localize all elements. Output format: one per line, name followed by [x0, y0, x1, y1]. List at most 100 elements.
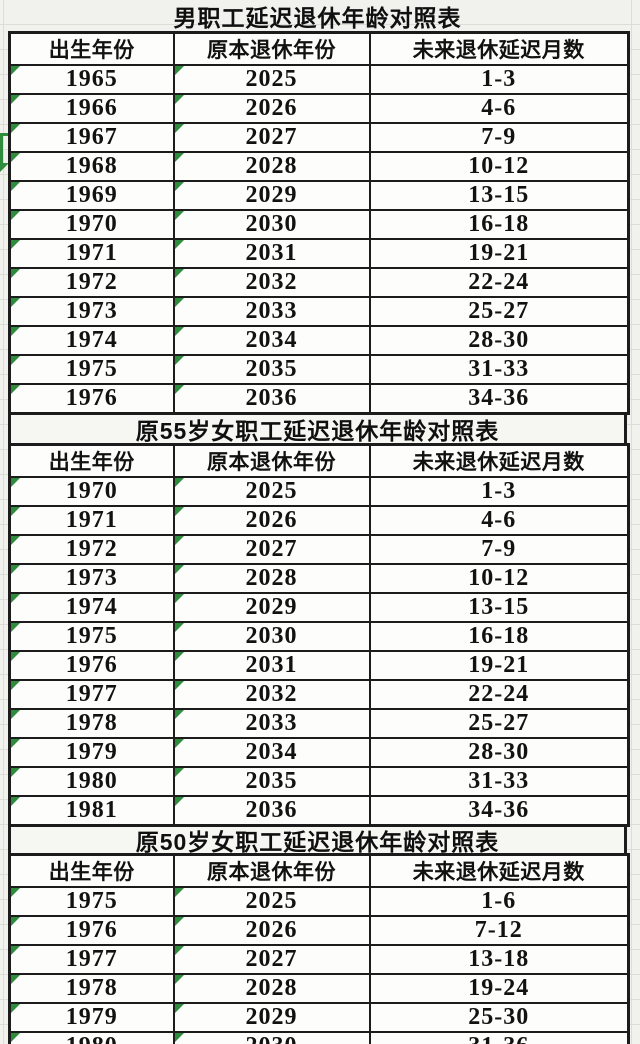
- cell-birth-year[interactable]: 1976: [8, 650, 175, 681]
- cell-birth-year[interactable]: 1980: [8, 1031, 175, 1044]
- cell-birth-year[interactable]: 1976: [8, 383, 175, 415]
- cell-birth-year[interactable]: 1975: [8, 354, 175, 385]
- cell-birth-year[interactable]: 1969: [8, 180, 175, 211]
- cell-delay-months[interactable]: 7-9: [368, 534, 630, 565]
- cell-birth-year[interactable]: 1973: [8, 563, 175, 594]
- cell-birth-year[interactable]: 1973: [8, 296, 175, 327]
- cell-birth-year[interactable]: 1979: [8, 737, 175, 768]
- column-header[interactable]: 原本退休年份: [172, 31, 371, 66]
- cell-delay-months[interactable]: 10-12: [368, 151, 630, 182]
- cell-delay-months[interactable]: 25-27: [368, 296, 630, 327]
- cell-original-retire-year[interactable]: 2030: [172, 621, 371, 652]
- cell-original-retire-year[interactable]: 2025: [172, 886, 371, 917]
- column-header[interactable]: 原本退休年份: [172, 853, 371, 888]
- cell-original-retire-year[interactable]: 2031: [172, 650, 371, 681]
- cell-delay-months[interactable]: 31-33: [368, 354, 630, 385]
- cell-original-retire-year[interactable]: 2036: [172, 383, 371, 415]
- column-header[interactable]: 未来退休延迟月数: [368, 31, 630, 66]
- cell-original-retire-year[interactable]: 2026: [172, 915, 371, 946]
- column-header[interactable]: 出生年份: [8, 31, 175, 66]
- cell-delay-months[interactable]: 13-18: [368, 944, 630, 975]
- column-header[interactable]: 出生年份: [8, 853, 175, 888]
- cell-delay-months[interactable]: 19-24: [368, 973, 630, 1004]
- cell-delay-months[interactable]: 28-30: [368, 737, 630, 768]
- cell-birth-year[interactable]: 1977: [8, 944, 175, 975]
- cell-birth-year[interactable]: 1978: [8, 973, 175, 1004]
- cell-delay-months[interactable]: 34-36: [368, 795, 630, 827]
- cell-birth-year[interactable]: 1971: [8, 505, 175, 536]
- cell-birth-year[interactable]: 1967: [8, 122, 175, 153]
- green-triangle-top-left-icon: [175, 889, 184, 897]
- cell-original-retire-year[interactable]: 2035: [172, 354, 371, 385]
- cell-delay-months[interactable]: 19-21: [368, 238, 630, 269]
- cell-original-retire-year[interactable]: 2028: [172, 151, 371, 182]
- cell-delay-months[interactable]: 25-30: [368, 1002, 630, 1033]
- cell-original-retire-year[interactable]: 2030: [172, 1031, 371, 1044]
- cell-delay-months[interactable]: 19-21: [368, 650, 630, 681]
- cell-birth-year[interactable]: 1980: [8, 766, 175, 797]
- column-header[interactable]: 未来退休延迟月数: [368, 853, 630, 888]
- cell-birth-year[interactable]: 1976: [8, 915, 175, 946]
- cell-birth-year[interactable]: 1970: [8, 476, 175, 507]
- cell-original-retire-year[interactable]: 2028: [172, 563, 371, 594]
- cell-original-retire-year[interactable]: 2031: [172, 238, 371, 269]
- cell-original-retire-year[interactable]: 2032: [172, 679, 371, 710]
- cell-delay-months[interactable]: 34-36: [368, 383, 630, 415]
- cell-delay-months[interactable]: 16-18: [368, 621, 630, 652]
- cell-delay-months[interactable]: 1-3: [368, 476, 630, 507]
- cell-delay-months[interactable]: 31-36: [368, 1031, 630, 1044]
- cell-birth-year[interactable]: 1974: [8, 592, 175, 623]
- cell-birth-year[interactable]: 1981: [8, 795, 175, 827]
- cell-birth-year[interactable]: 1977: [8, 679, 175, 710]
- cell-delay-months[interactable]: 10-12: [368, 563, 630, 594]
- cell-original-retire-year[interactable]: 2027: [172, 122, 371, 153]
- cell-original-retire-year[interactable]: 2029: [172, 1002, 371, 1033]
- cell-delay-months[interactable]: 16-18: [368, 209, 630, 240]
- cell-original-retire-year[interactable]: 2036: [172, 795, 371, 827]
- column-header[interactable]: 出生年份: [8, 443, 175, 478]
- cell-birth-year[interactable]: 1966: [8, 93, 175, 124]
- cell-original-retire-year[interactable]: 2033: [172, 296, 371, 327]
- cell-birth-year[interactable]: 1975: [8, 886, 175, 917]
- cell-original-retire-year[interactable]: 2033: [172, 708, 371, 739]
- cell-original-retire-year[interactable]: 2025: [172, 64, 371, 95]
- cell-original-retire-year[interactable]: 2034: [172, 325, 371, 356]
- cell-delay-months[interactable]: 4-6: [368, 505, 630, 536]
- cell-original-retire-year[interactable]: 2029: [172, 180, 371, 211]
- cell-delay-months[interactable]: 22-24: [368, 267, 630, 298]
- cell-birth-year[interactable]: 1972: [8, 534, 175, 565]
- cell-delay-months[interactable]: 31-33: [368, 766, 630, 797]
- cell-original-retire-year[interactable]: 2028: [172, 973, 371, 1004]
- cell-birth-year[interactable]: 1968: [8, 151, 175, 182]
- cell-birth-year[interactable]: 1978: [8, 708, 175, 739]
- cell-original-retire-year[interactable]: 2034: [172, 737, 371, 768]
- cell-delay-months[interactable]: 28-30: [368, 325, 630, 356]
- cell-delay-months[interactable]: 22-24: [368, 679, 630, 710]
- column-header[interactable]: 原本退休年份: [172, 443, 371, 478]
- cell-delay-months[interactable]: 4-6: [368, 93, 630, 124]
- cell-birth-year[interactable]: 1972: [8, 267, 175, 298]
- cell-original-retire-year[interactable]: 2025: [172, 476, 371, 507]
- column-header[interactable]: 未来退休延迟月数: [368, 443, 630, 478]
- cell-original-retire-year[interactable]: 2032: [172, 267, 371, 298]
- cell-birth-year[interactable]: 1965: [8, 64, 175, 95]
- cell-delay-months[interactable]: 1-3: [368, 64, 630, 95]
- cell-delay-months[interactable]: 1-6: [368, 886, 630, 917]
- cell-birth-year[interactable]: 1970: [8, 209, 175, 240]
- cell-birth-year[interactable]: 1971: [8, 238, 175, 269]
- cell-original-retire-year[interactable]: 2030: [172, 209, 371, 240]
- cell-birth-year[interactable]: 1979: [8, 1002, 175, 1033]
- cell-delay-months[interactable]: 25-27: [368, 708, 630, 739]
- cell-original-retire-year[interactable]: 2029: [172, 592, 371, 623]
- cell-original-retire-year[interactable]: 2027: [172, 534, 371, 565]
- cell-delay-months[interactable]: 13-15: [368, 180, 630, 211]
- cell-original-retire-year[interactable]: 2035: [172, 766, 371, 797]
- cell-original-retire-year[interactable]: 2026: [172, 93, 371, 124]
- cell-birth-year[interactable]: 1974: [8, 325, 175, 356]
- cell-original-retire-year[interactable]: 2027: [172, 944, 371, 975]
- cell-delay-months[interactable]: 7-12: [368, 915, 630, 946]
- cell-delay-months[interactable]: 7-9: [368, 122, 630, 153]
- cell-birth-year[interactable]: 1975: [8, 621, 175, 652]
- cell-delay-months[interactable]: 13-15: [368, 592, 630, 623]
- cell-original-retire-year[interactable]: 2026: [172, 505, 371, 536]
